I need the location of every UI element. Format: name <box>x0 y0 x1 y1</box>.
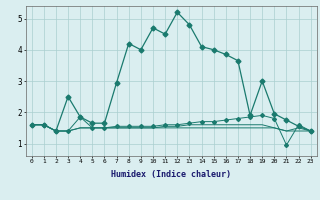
X-axis label: Humidex (Indice chaleur): Humidex (Indice chaleur) <box>111 170 231 179</box>
